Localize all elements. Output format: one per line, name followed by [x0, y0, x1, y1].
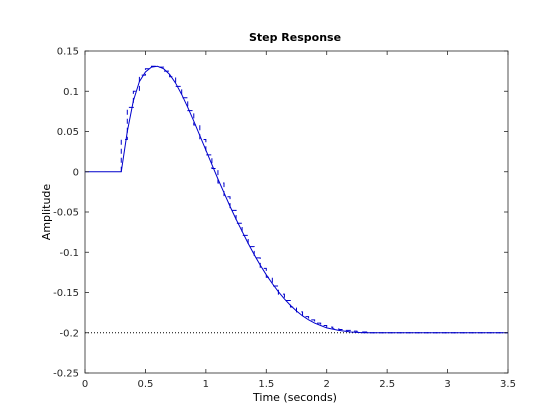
x-tick-label: 0.5 [137, 379, 153, 390]
discrete-response-stairs [120, 65, 508, 334]
y-tick-label: 0 [73, 167, 79, 178]
x-tick-label: 2.5 [379, 379, 395, 390]
y-tick-label: -0.15 [53, 288, 79, 299]
x-tick-label: 0 [82, 379, 88, 390]
y-tick-label: 0.05 [57, 127, 79, 138]
y-tick-label: -0.2 [59, 328, 79, 339]
x-tick-label: 1.5 [258, 379, 274, 390]
x-axis-ticks: 0 0.5 1 1.5 2 2.5 3 3.5 [82, 51, 516, 390]
series-layer [85, 65, 508, 334]
chart-title: Step Response [249, 31, 341, 44]
x-tick-label: 1 [203, 379, 209, 390]
plot-area [84, 50, 509, 374]
y-tick-label: -0.05 [53, 208, 79, 219]
x-tick-label: 3 [444, 379, 450, 390]
axes-box [84, 50, 509, 374]
y-axis-label: Amplitude [40, 184, 53, 241]
y-tick-label: -0.1 [59, 248, 79, 259]
y-tick-label: -0.25 [53, 369, 79, 380]
y-tick-label: 0.15 [57, 47, 79, 58]
x-axis-label: Time (seconds) [252, 391, 337, 404]
y-axis-ticks: 0.15 0.1 0.05 0 -0.05 -0.1 -0.15 -0.2 -0.25 [53, 47, 508, 380]
y-tick-label: 0.1 [63, 87, 79, 98]
x-tick-label: 2 [324, 379, 330, 390]
x-tick-label: 3.5 [500, 379, 516, 390]
